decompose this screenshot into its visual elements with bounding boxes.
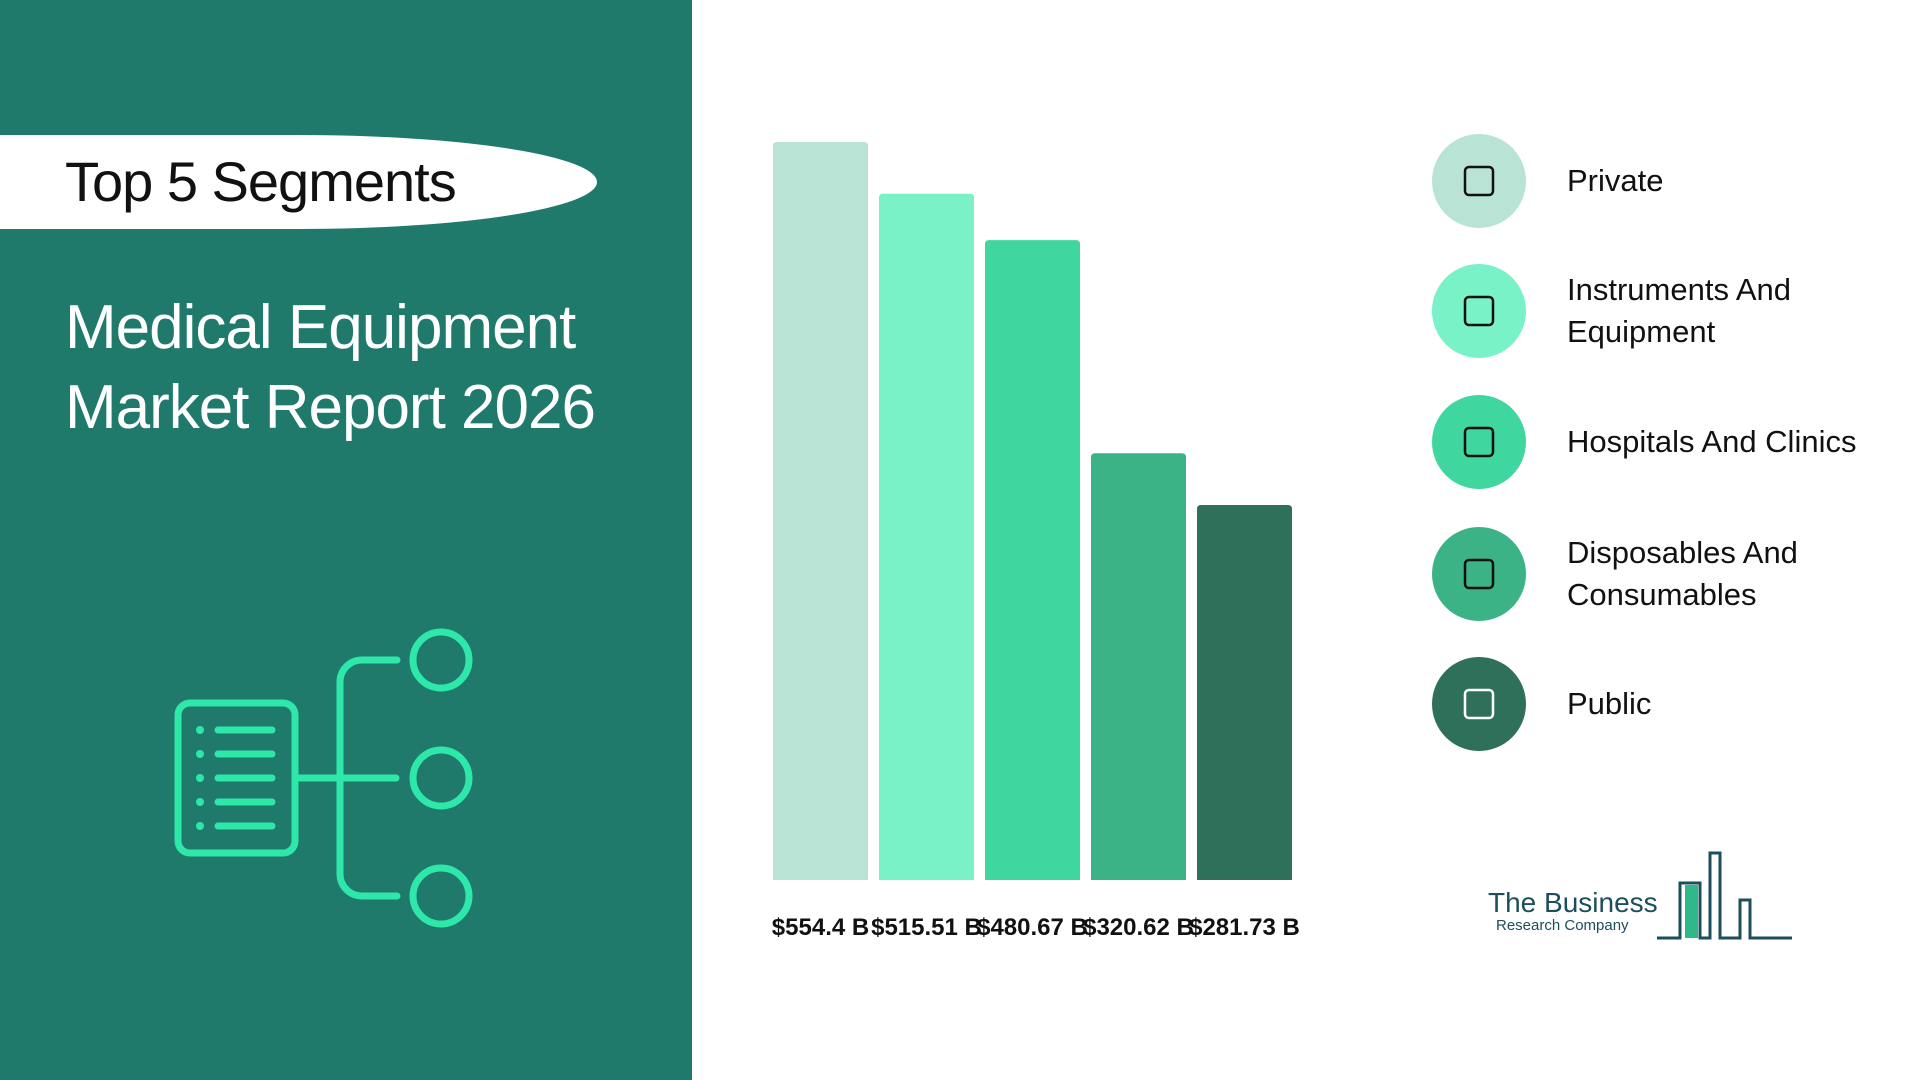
pill-text: Top 5 Segments <box>65 150 457 213</box>
legend-label: Instruments And Equipment <box>1567 272 1792 349</box>
bar <box>985 240 1080 880</box>
legend-icon <box>1432 264 1526 358</box>
value-label: $320.62 B <box>1083 914 1194 941</box>
legend-label: Disposables And Consumables <box>1567 535 1798 612</box>
value-label: $554.4 B <box>772 914 869 941</box>
legend-label: Private <box>1567 163 1664 198</box>
logo-bar <box>1685 885 1698 938</box>
legend-icon <box>1432 527 1526 621</box>
bar <box>773 142 868 880</box>
bar <box>879 193 974 880</box>
value-label: $515.51 B <box>871 914 982 941</box>
logo-line1: The Business <box>1488 887 1658 918</box>
report-title: Medical Equipment Market Report 2026 <box>65 293 596 442</box>
value-label: $480.67 B <box>977 914 1088 941</box>
legend-glyph <box>1463 165 1495 197</box>
legend-glyph <box>1463 295 1495 327</box>
value-label: $281.73 B <box>1189 914 1300 941</box>
legend-icon <box>1432 657 1526 751</box>
left-panel: Top 5 Segments Medical Equipment Market … <box>0 0 692 1080</box>
legend-label: Hospitals And Clinics <box>1567 424 1857 459</box>
legend-glyph <box>1463 558 1495 590</box>
segments-icon <box>174 628 473 928</box>
legend-glyph <box>1463 688 1495 720</box>
legend-icon <box>1432 395 1526 489</box>
legend-glyph <box>1463 426 1495 458</box>
title-pill <box>0 135 597 229</box>
logo-line2: Research Company <box>1496 917 1629 934</box>
bar <box>1091 453 1186 880</box>
legend-icon <box>1432 134 1526 228</box>
legend-label: Public <box>1567 686 1652 721</box>
bar <box>1197 504 1292 880</box>
